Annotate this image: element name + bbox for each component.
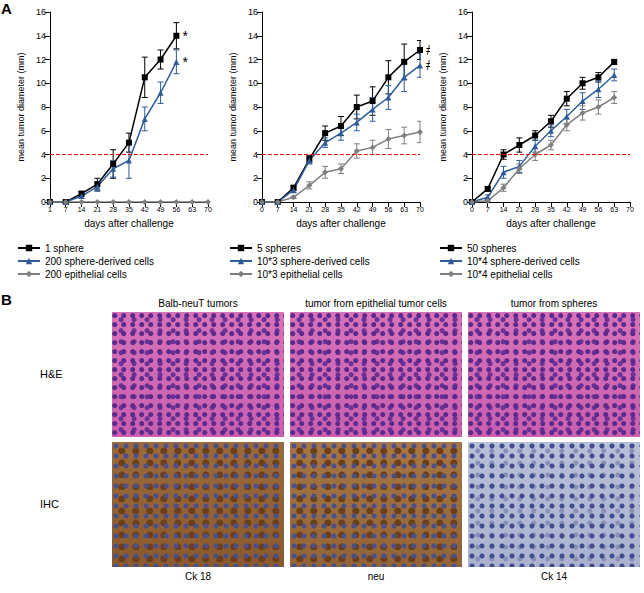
svg-text:14: 14 xyxy=(78,206,86,213)
svg-text:10*4 sphere-derived cells: 10*4 sphere-derived cells xyxy=(467,256,580,267)
svg-text:10: 10 xyxy=(248,78,258,88)
svg-text:49: 49 xyxy=(157,206,165,213)
html-text:tumor from spheres: tumor from spheres xyxy=(510,298,598,309)
svg-text:7: 7 xyxy=(276,206,280,213)
svg-text:10*4 epithelial cells: 10*4 epithelial cells xyxy=(467,269,553,280)
svg-text:1 sphere: 1 sphere xyxy=(45,243,84,254)
svg-text:49: 49 xyxy=(369,206,377,213)
svg-text:14: 14 xyxy=(36,31,46,41)
svg-text:200 epithelial cells: 200 epithelial cells xyxy=(45,269,127,280)
svg-text:49: 49 xyxy=(579,206,587,213)
svg-text:42: 42 xyxy=(353,206,361,213)
svg-text:35: 35 xyxy=(547,206,555,213)
svg-text:6: 6 xyxy=(41,126,46,136)
svg-text:5 spheres: 5 spheres xyxy=(257,243,301,254)
svg-text:12: 12 xyxy=(36,55,46,65)
svg-text:28: 28 xyxy=(109,206,117,213)
svg-text:mean tumor diameter (mm): mean tumor diameter (mm) xyxy=(438,52,448,161)
svg-text:2: 2 xyxy=(41,173,46,183)
svg-text:mean tumor diameter (mm): mean tumor diameter (mm) xyxy=(228,52,238,161)
svg-text:63: 63 xyxy=(188,206,196,213)
svg-text:0: 0 xyxy=(253,197,258,207)
svg-text:0: 0 xyxy=(463,197,468,207)
html-text:A: A xyxy=(1,0,12,17)
html-text:neu: neu xyxy=(367,571,385,582)
svg-text:1: 1 xyxy=(48,206,52,213)
svg-text:days after challenge: days after challenge xyxy=(296,218,386,229)
svg-text:56: 56 xyxy=(594,206,602,213)
svg-text:28: 28 xyxy=(531,206,539,213)
svg-text:56: 56 xyxy=(384,206,392,213)
svg-text:14: 14 xyxy=(500,206,508,213)
svg-text:7: 7 xyxy=(64,206,68,213)
svg-text:7: 7 xyxy=(486,206,490,213)
svg-text:50 spheres: 50 spheres xyxy=(467,243,516,254)
svg-text:70: 70 xyxy=(416,206,424,213)
svg-text:4: 4 xyxy=(463,150,468,160)
html-text:Ck 18: Ck 18 xyxy=(184,571,212,582)
html-text:tumor from epithelial tumor ce: tumor from epithelial tumor cells xyxy=(305,298,447,309)
svg-text:35: 35 xyxy=(125,206,133,213)
svg-text:16: 16 xyxy=(458,7,468,17)
svg-text:2: 2 xyxy=(463,173,468,183)
svg-text:8: 8 xyxy=(41,102,46,112)
svg-text:200 sphere-derived cells: 200 sphere-derived cells xyxy=(45,256,154,267)
svg-text:days after challenge: days after challenge xyxy=(506,218,596,229)
svg-text:*: * xyxy=(182,28,188,44)
svg-text:8: 8 xyxy=(253,102,258,112)
svg-text:8: 8 xyxy=(463,102,468,112)
svg-text:12: 12 xyxy=(248,55,258,65)
html-text:H&E: H&E xyxy=(40,367,63,380)
svg-text:63: 63 xyxy=(610,206,618,213)
svg-text:2: 2 xyxy=(253,173,258,183)
svg-text:14: 14 xyxy=(458,31,468,41)
svg-text:0: 0 xyxy=(470,206,474,213)
html-text:Balb-neuT tumors: Balb-neuT tumors xyxy=(158,298,238,309)
svg-text:16: 16 xyxy=(248,7,258,17)
svg-text:42: 42 xyxy=(141,206,149,213)
svg-text:10: 10 xyxy=(458,78,468,88)
svg-text:4: 4 xyxy=(41,150,46,160)
svg-text:days after challenge: days after challenge xyxy=(84,218,174,229)
svg-text:42: 42 xyxy=(563,206,571,213)
svg-text:63: 63 xyxy=(400,206,408,213)
svg-text:6: 6 xyxy=(253,126,258,136)
svg-text:14: 14 xyxy=(248,31,258,41)
html-text:B: B xyxy=(1,291,12,308)
svg-text:mean tumor diameter (mm): mean tumor diameter (mm) xyxy=(16,52,26,161)
svg-text:10*3 sphere-derived cells: 10*3 sphere-derived cells xyxy=(257,256,370,267)
svg-text:35: 35 xyxy=(337,206,345,213)
svg-text:10*3 epithelial cells: 10*3 epithelial cells xyxy=(257,269,343,280)
svg-text:16: 16 xyxy=(36,7,46,17)
svg-text:6: 6 xyxy=(463,126,468,136)
svg-text:21: 21 xyxy=(93,206,101,213)
svg-text:12: 12 xyxy=(458,55,468,65)
svg-text:0: 0 xyxy=(41,197,46,207)
svg-text:0: 0 xyxy=(260,206,264,213)
svg-text:*: * xyxy=(182,54,188,70)
svg-text:4: 4 xyxy=(253,150,258,160)
svg-text:14: 14 xyxy=(290,206,298,213)
svg-text:70: 70 xyxy=(626,206,634,213)
html-text:IHC: IHC xyxy=(40,497,59,510)
html-text:Ck 14: Ck 14 xyxy=(540,571,568,582)
svg-text:21: 21 xyxy=(305,206,313,213)
svg-text:56: 56 xyxy=(172,206,180,213)
svg-text:21: 21 xyxy=(515,206,523,213)
svg-text:70: 70 xyxy=(204,206,212,213)
svg-text:10: 10 xyxy=(36,78,46,88)
svg-text:28: 28 xyxy=(321,206,329,213)
